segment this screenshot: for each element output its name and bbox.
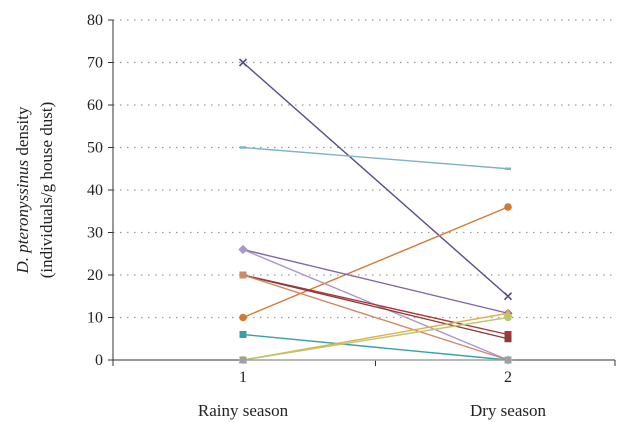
y-axis-title-species: D. pteronyssinus (13, 159, 32, 274)
data-point (239, 331, 247, 338)
x-tick-label: 2 (504, 369, 512, 386)
y-tick-label: 70 (87, 55, 103, 72)
data-point (504, 335, 512, 343)
y-tick-label: 40 (87, 182, 103, 199)
data-point (504, 313, 512, 322)
data-point (239, 271, 247, 279)
data-point (238, 58, 248, 67)
series-line (242, 274, 509, 340)
series-line (242, 206, 509, 319)
series (239, 271, 512, 343)
series-line (242, 333, 509, 361)
x-category-label: Dry season (470, 401, 547, 420)
y-tick-label: 10 (87, 310, 103, 327)
series (239, 356, 512, 364)
series-group (238, 58, 513, 365)
axes (112, 20, 615, 361)
series-line (242, 61, 509, 297)
x-category-label: Rainy season (198, 401, 289, 420)
y-axis-title-unit: (individuals/g house dust) (37, 102, 56, 279)
series (239, 203, 512, 322)
series (240, 146, 511, 170)
y-tick-label: 80 (87, 12, 103, 29)
y-tick-label: 30 (87, 225, 103, 242)
data-point (504, 331, 512, 338)
data-point (504, 203, 512, 211)
data-point (239, 313, 247, 322)
y-tick-label: 50 (87, 140, 103, 157)
x-ticks: 1 Rainy season 2 Dry season (112, 360, 616, 420)
series-line (242, 274, 509, 361)
series-line (242, 316, 509, 361)
data-point (238, 245, 248, 254)
series-line (242, 146, 509, 170)
series-line (242, 248, 509, 314)
y-tick-label: 0 (95, 352, 103, 369)
data-point (239, 356, 247, 364)
y-ticks: 0 10 20 30 40 50 60 70 80 (87, 12, 113, 369)
data-point (503, 292, 513, 301)
x-tick-label: 1 (239, 369, 247, 386)
series (239, 331, 512, 364)
y-axis-title-density: density (13, 106, 32, 160)
data-point (504, 356, 512, 364)
y-tick-label: 60 (87, 97, 103, 114)
y-axis-title: D. pteronyssinus density (13, 106, 32, 275)
y-tick-label: 20 (87, 267, 103, 284)
series (238, 58, 513, 301)
